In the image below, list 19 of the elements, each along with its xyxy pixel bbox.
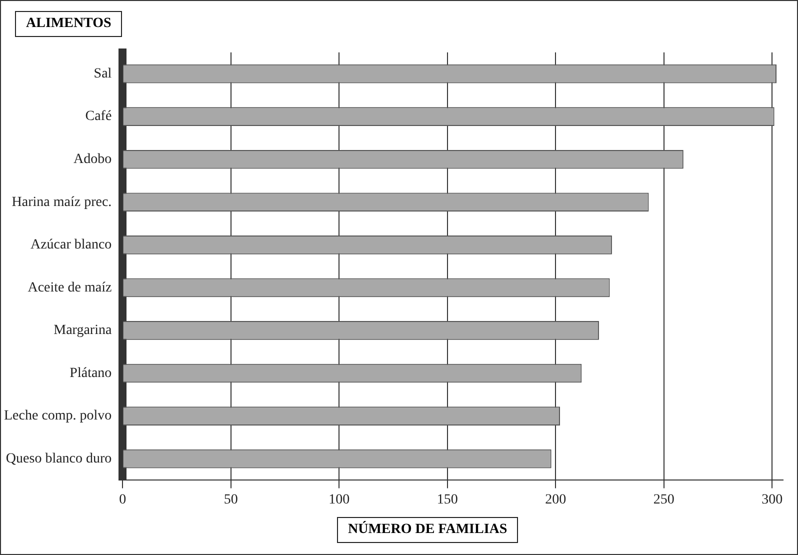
y-axis-title: ALIMENTOS (15, 11, 122, 37)
y-tick-label: Plátano (70, 366, 112, 381)
y-tick-label: Margarina (54, 323, 112, 338)
x-tick-label: 50 (224, 492, 238, 508)
x-tick-label: 150 (436, 492, 458, 508)
y-tick-label: Sal (94, 66, 112, 82)
x-axis-title: NÚMERO DE FAMILIAS (337, 517, 518, 543)
x-tick-label: 0 (119, 492, 126, 508)
y-tick-label: Queso blanco duro (6, 451, 112, 466)
y-tick-label: Aceite de maíz (28, 280, 112, 296)
y-tick-label: Café (85, 109, 112, 124)
y-tick-label: Harina maíz prec. (12, 194, 112, 210)
y-tick-label: Adobo (74, 152, 112, 168)
x-tick-label: 300 (762, 492, 783, 508)
y-tick-label: Azúcar blanco (30, 238, 112, 253)
y-tick-label: Leche comp. polvo (4, 408, 112, 424)
x-tick-label: 250 (653, 492, 674, 508)
x-tick-label: 200 (545, 492, 566, 508)
x-tick-label: 100 (328, 492, 350, 508)
